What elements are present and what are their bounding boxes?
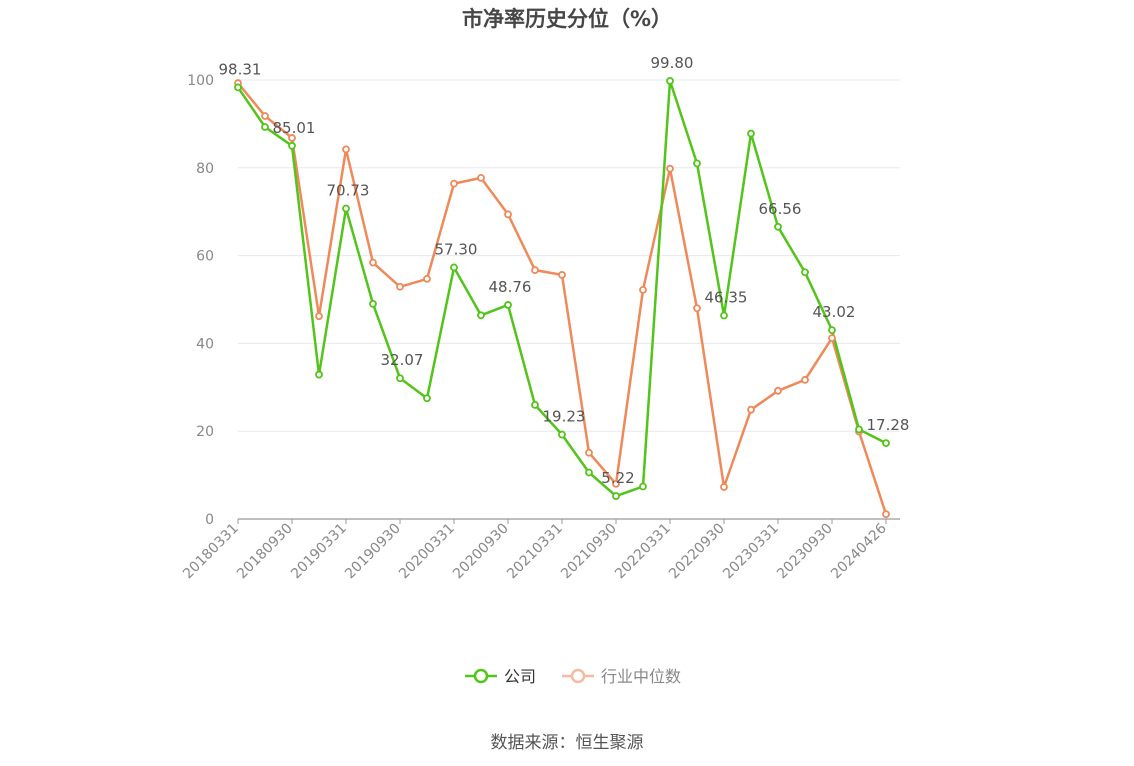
data-point[interactable] xyxy=(369,258,377,267)
series-lines xyxy=(236,79,888,515)
data-label: 17.28 xyxy=(867,416,910,434)
data-label: 5.22 xyxy=(601,469,634,487)
data-label: 98.31 xyxy=(219,60,262,78)
y-tick-label: 100 xyxy=(187,73,214,89)
x-tick-label: 20220331 xyxy=(612,521,674,583)
data-point[interactable] xyxy=(288,141,296,150)
data-point[interactable] xyxy=(666,164,674,173)
data-label: 85.01 xyxy=(273,119,316,137)
y-tick-label: 20 xyxy=(196,424,214,440)
x-tick-label: 20180331 xyxy=(180,521,242,583)
x-tick-label: 20210930 xyxy=(558,521,620,583)
series-points xyxy=(234,76,890,519)
data-point[interactable] xyxy=(342,145,350,154)
data-point[interactable] xyxy=(288,134,296,142)
data-point[interactable] xyxy=(747,405,755,414)
data-label: 46.35 xyxy=(705,289,748,307)
data-point[interactable] xyxy=(720,311,728,320)
x-tick-label: 20220930 xyxy=(666,521,728,583)
legend: 公司 行业中位数 xyxy=(465,667,681,686)
data-point[interactable] xyxy=(666,76,674,85)
data-point[interactable] xyxy=(450,263,458,272)
data-point[interactable] xyxy=(504,210,512,219)
data-point[interactable] xyxy=(639,482,647,491)
data-point[interactable] xyxy=(774,222,782,231)
data-point[interactable] xyxy=(612,479,620,488)
data-point[interactable] xyxy=(558,430,566,439)
data-point[interactable] xyxy=(342,204,350,213)
data-point[interactable] xyxy=(720,483,728,491)
legend-swatch-marker xyxy=(570,668,586,684)
legend-item-1[interactable]: 行业中位数 xyxy=(562,667,681,686)
x-tick-label: 20200930 xyxy=(450,521,512,583)
x-axis: 2018033120180930201903312019093020200331… xyxy=(180,518,900,583)
x-tick-label: 20190331 xyxy=(288,521,350,583)
data-point[interactable] xyxy=(234,83,242,92)
data-point[interactable] xyxy=(612,492,620,500)
x-tick-label: 20230331 xyxy=(720,521,782,583)
legend-item-0[interactable]: 公司 xyxy=(465,667,536,686)
y-tick-label: 80 xyxy=(196,161,214,177)
data-point[interactable] xyxy=(369,299,377,308)
data-point[interactable] xyxy=(477,311,485,320)
grid xyxy=(238,79,900,432)
data-point[interactable] xyxy=(531,266,539,274)
data-label: 70.73 xyxy=(327,181,370,199)
data-point[interactable] xyxy=(855,425,863,434)
data-point[interactable] xyxy=(774,386,782,395)
legend-swatch-marker xyxy=(473,668,489,684)
data-point[interactable] xyxy=(261,123,269,131)
data-point[interactable] xyxy=(315,312,323,321)
x-tick-label: 20230930 xyxy=(774,521,836,583)
x-tick-label: 20240426 xyxy=(828,520,890,582)
legend-label: 公司 xyxy=(504,667,536,686)
data-point[interactable] xyxy=(531,400,539,409)
data-label: 48.76 xyxy=(489,278,532,296)
y-tick-label: 40 xyxy=(196,336,214,352)
data-point[interactable] xyxy=(693,159,701,168)
data-point[interactable] xyxy=(801,268,809,277)
y-axis: 0 20 40 60 80 100 xyxy=(187,73,214,528)
data-point[interactable] xyxy=(261,112,269,120)
data-labels: 98.31 85.01 70.73 32.07 57.30 48.76 19.23 5.22 9… xyxy=(219,54,910,487)
y-tick-label: 0 xyxy=(205,512,214,528)
data-point[interactable] xyxy=(747,129,755,138)
series-line-1 xyxy=(237,82,888,515)
data-point[interactable] xyxy=(396,374,404,383)
data-label: 43.02 xyxy=(813,303,856,321)
x-tick-label: 20210331 xyxy=(504,521,566,583)
data-point[interactable] xyxy=(828,326,836,335)
data-point[interactable] xyxy=(882,510,890,519)
data-point[interactable] xyxy=(801,375,809,384)
data-point[interactable] xyxy=(585,448,593,457)
data-point[interactable] xyxy=(315,370,323,379)
data-point[interactable] xyxy=(396,282,404,291)
x-tick-label: 20180930 xyxy=(234,521,296,583)
data-point[interactable] xyxy=(504,301,512,309)
data-label: 32.07 xyxy=(381,351,424,369)
data-point[interactable] xyxy=(423,274,431,283)
data-point[interactable] xyxy=(882,439,890,448)
data-label: 19.23 xyxy=(543,408,586,426)
data-point[interactable] xyxy=(693,304,701,313)
data-point[interactable] xyxy=(477,173,485,182)
data-label: 99.80 xyxy=(651,54,694,72)
chart-title: 市净率历史分位（%） xyxy=(462,7,672,31)
data-point[interactable] xyxy=(558,271,566,279)
data-point[interactable] xyxy=(423,394,431,403)
source-note: 数据来源：恒生聚源 xyxy=(491,733,644,753)
data-point[interactable] xyxy=(450,179,458,188)
data-label: 66.56 xyxy=(759,200,802,218)
legend-label: 行业中位数 xyxy=(601,667,681,686)
data-point[interactable] xyxy=(585,468,593,477)
data-label: 57.30 xyxy=(435,240,478,258)
data-point[interactable] xyxy=(828,334,836,343)
y-tick-label: 60 xyxy=(196,249,214,265)
data-point[interactable] xyxy=(639,285,647,294)
x-tick-label: 20200331 xyxy=(396,521,458,583)
x-tick-label: 20190930 xyxy=(342,521,404,583)
